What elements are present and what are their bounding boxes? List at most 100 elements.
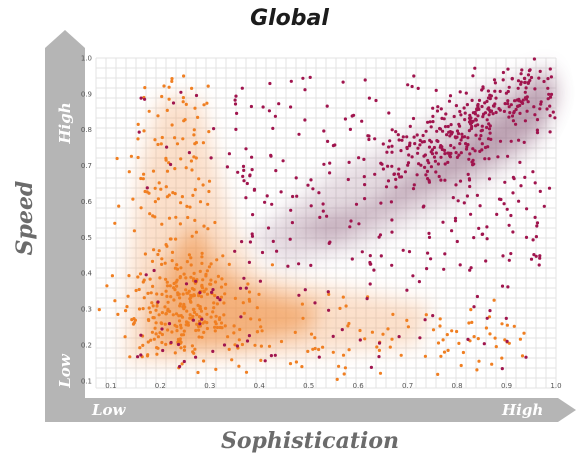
data-point	[455, 155, 459, 159]
data-point	[273, 353, 277, 357]
data-point	[447, 130, 451, 134]
data-point	[444, 112, 448, 116]
data-point	[468, 184, 472, 189]
data-point	[321, 209, 325, 213]
data-point	[413, 142, 417, 146]
y-tick-label: 0.7	[81, 162, 92, 170]
data-point	[358, 328, 362, 333]
data-point	[502, 109, 506, 113]
data-point	[548, 130, 552, 134]
data-point	[328, 171, 332, 175]
data-point	[387, 145, 391, 149]
data-point	[291, 194, 295, 199]
data-point	[480, 232, 484, 236]
data-point	[207, 189, 211, 194]
data-point	[407, 250, 412, 254]
data-point	[468, 152, 472, 156]
data-point	[537, 76, 541, 80]
data-point	[138, 346, 142, 350]
data-point	[139, 206, 143, 210]
data-point	[442, 267, 446, 271]
data-point	[462, 201, 466, 205]
data-point	[204, 287, 208, 291]
data-point	[259, 344, 263, 348]
data-point	[143, 86, 147, 90]
data-point	[429, 125, 433, 129]
data-point	[335, 377, 339, 381]
data-point	[492, 298, 496, 302]
data-point	[394, 185, 398, 189]
data-point	[516, 104, 520, 108]
data-point	[347, 160, 351, 164]
data-point	[426, 158, 430, 163]
data-point	[222, 343, 227, 347]
data-point	[485, 225, 489, 229]
data-point	[506, 99, 510, 103]
data-point	[152, 268, 156, 273]
data-point	[131, 197, 135, 201]
data-point	[454, 136, 458, 140]
data-point	[509, 103, 513, 107]
data-point	[514, 107, 518, 112]
data-point	[406, 161, 411, 165]
data-point	[440, 145, 444, 149]
data-point	[479, 129, 483, 133]
data-point	[517, 99, 522, 103]
data-point	[405, 146, 409, 151]
data-point	[168, 237, 172, 241]
data-point	[233, 249, 237, 253]
data-point	[207, 179, 212, 183]
y-tick-label: 0.2	[81, 341, 92, 349]
data-point	[196, 303, 200, 307]
data-point	[240, 240, 244, 244]
data-point	[198, 322, 202, 326]
data-point	[153, 215, 157, 219]
data-point	[163, 322, 167, 326]
data-point	[500, 356, 504, 360]
data-point	[171, 101, 176, 105]
data-point	[412, 74, 416, 78]
data-point	[500, 322, 504, 326]
data-point	[436, 162, 440, 166]
data-point	[522, 331, 526, 335]
data-point	[454, 183, 458, 187]
data-point	[179, 201, 183, 205]
data-point	[507, 223, 511, 227]
data-point	[165, 294, 169, 298]
data-point	[145, 354, 150, 358]
data-point	[410, 84, 414, 89]
data-point	[482, 112, 486, 116]
data-point	[451, 196, 455, 200]
data-point	[458, 263, 462, 267]
data-point	[213, 280, 218, 284]
data-point	[145, 190, 149, 194]
data-point	[192, 155, 196, 159]
data-point	[194, 279, 198, 283]
data-point	[166, 328, 170, 332]
data-point	[466, 143, 470, 147]
data-point	[341, 295, 345, 299]
data-point	[215, 258, 219, 262]
data-point	[441, 129, 445, 133]
data-point	[421, 205, 425, 209]
y-tick-label: 0.8	[81, 126, 92, 134]
data-point	[197, 328, 201, 332]
data-point	[166, 300, 170, 304]
data-point	[205, 312, 209, 316]
data-point	[151, 169, 156, 173]
data-point	[249, 104, 253, 109]
data-point	[396, 172, 400, 176]
data-point	[387, 111, 391, 115]
data-point	[344, 304, 348, 308]
data-point	[240, 342, 244, 347]
data-point	[460, 135, 464, 139]
data-point	[294, 176, 298, 180]
data-point	[165, 169, 170, 173]
data-point	[215, 302, 219, 306]
data-point	[455, 239, 459, 244]
data-point	[392, 172, 396, 176]
data-point	[214, 322, 218, 326]
data-point	[241, 301, 245, 305]
data-point	[139, 96, 143, 100]
